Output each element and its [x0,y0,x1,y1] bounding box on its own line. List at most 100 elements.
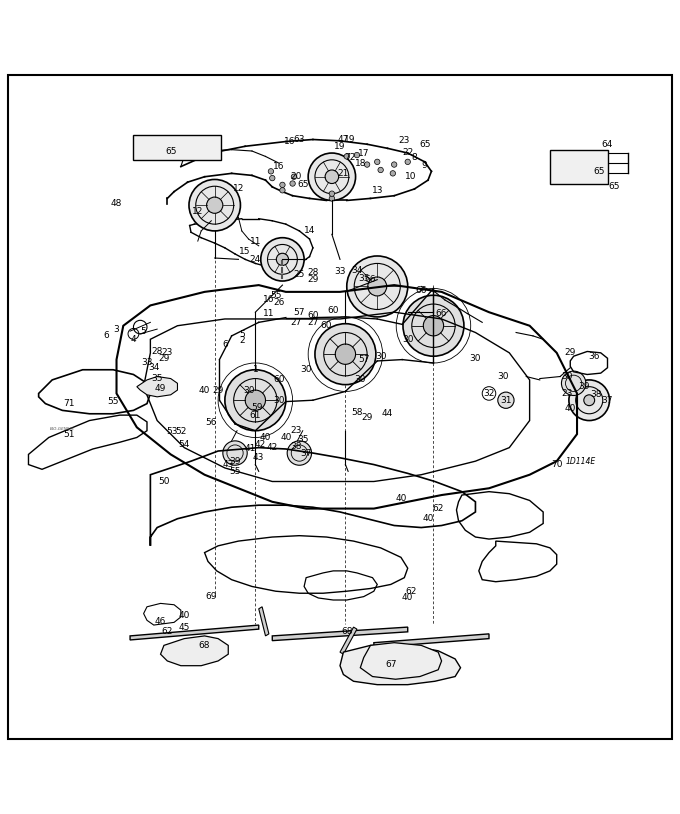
Text: 33: 33 [141,358,153,367]
Text: 30: 30 [561,372,573,381]
Text: 19: 19 [344,135,356,144]
Text: 60: 60 [328,306,339,315]
Text: 32: 32 [483,389,494,398]
Text: 34: 34 [148,363,159,372]
Circle shape [392,162,397,167]
Circle shape [354,152,360,158]
Circle shape [225,370,286,431]
Polygon shape [133,135,222,160]
Text: 16: 16 [263,295,275,304]
Text: 50: 50 [158,477,170,486]
Text: 26: 26 [273,298,285,307]
Text: 8: 8 [411,153,418,162]
Text: 71: 71 [63,399,75,408]
Text: 27: 27 [290,317,302,327]
Circle shape [268,168,273,174]
Text: 49: 49 [155,383,166,392]
Text: 5: 5 [239,330,245,339]
Text: 65: 65 [609,182,620,191]
Text: 35: 35 [358,274,369,282]
Text: 11: 11 [263,309,275,318]
Text: 15: 15 [239,247,251,256]
Text: 39: 39 [578,383,590,392]
Text: 30: 30 [402,335,413,344]
Polygon shape [374,634,489,647]
Text: 6: 6 [103,331,109,340]
Circle shape [260,238,304,281]
Text: 47: 47 [338,135,349,144]
Text: 42: 42 [254,440,266,449]
Circle shape [569,380,609,421]
Polygon shape [137,377,177,397]
Circle shape [290,181,295,186]
Text: 34: 34 [352,265,362,274]
Text: 9: 9 [422,161,428,170]
Text: 40: 40 [280,433,292,442]
Circle shape [315,324,376,385]
Text: 58: 58 [351,408,362,417]
Text: 23: 23 [561,389,573,398]
Polygon shape [130,625,258,640]
Circle shape [329,191,335,196]
Text: 61: 61 [250,410,261,420]
Text: 38: 38 [590,390,602,400]
Circle shape [423,316,443,336]
Text: 17: 17 [358,148,369,158]
Text: 2: 2 [239,336,245,345]
Text: 6: 6 [222,339,228,348]
Circle shape [325,170,339,183]
Text: 30: 30 [470,354,481,363]
Text: 29: 29 [307,275,319,284]
Text: 30: 30 [497,372,508,381]
Text: 36: 36 [588,352,600,361]
Text: 60: 60 [321,322,333,330]
Text: 30: 30 [273,396,285,405]
Circle shape [390,171,396,176]
Text: 28: 28 [152,347,163,356]
Text: 52: 52 [175,427,186,435]
Text: 30: 30 [354,375,366,384]
Circle shape [308,153,356,200]
Text: 23: 23 [162,348,173,357]
Text: 43: 43 [253,453,265,462]
Text: 62: 62 [432,504,444,513]
Circle shape [245,390,265,410]
Text: 19: 19 [335,142,345,151]
Circle shape [347,256,408,317]
Text: 65: 65 [593,167,605,176]
Text: 1: 1 [252,365,258,374]
Text: 11: 11 [250,237,261,246]
Text: 29: 29 [564,348,576,357]
Text: 69: 69 [205,592,217,601]
Text: 55: 55 [229,467,241,476]
Circle shape [364,162,370,167]
Text: 40: 40 [199,386,210,395]
Text: 33: 33 [335,267,345,276]
Text: 67: 67 [385,660,396,669]
Text: 40: 40 [395,494,407,503]
Circle shape [403,295,464,357]
Text: 55: 55 [107,397,119,406]
Text: 43: 43 [222,460,234,469]
Text: 30: 30 [375,352,386,361]
Text: 25: 25 [294,270,305,279]
Text: 62: 62 [405,587,417,596]
Text: 16: 16 [284,137,295,146]
Text: 41: 41 [245,444,256,453]
Text: 10: 10 [405,173,417,182]
Polygon shape [340,627,357,654]
Circle shape [279,187,285,193]
Text: 44: 44 [381,409,393,418]
Text: 68: 68 [199,641,210,650]
Text: 63: 63 [294,135,305,144]
Text: 14: 14 [304,226,316,235]
Text: 12: 12 [233,185,244,194]
Polygon shape [258,606,269,636]
Text: 28: 28 [307,269,319,278]
Text: 54: 54 [179,440,190,449]
Text: 72: 72 [345,153,356,162]
Text: 30: 30 [301,365,312,374]
Text: 23: 23 [398,136,410,145]
Text: 45: 45 [179,624,190,632]
Text: 42: 42 [267,443,278,452]
